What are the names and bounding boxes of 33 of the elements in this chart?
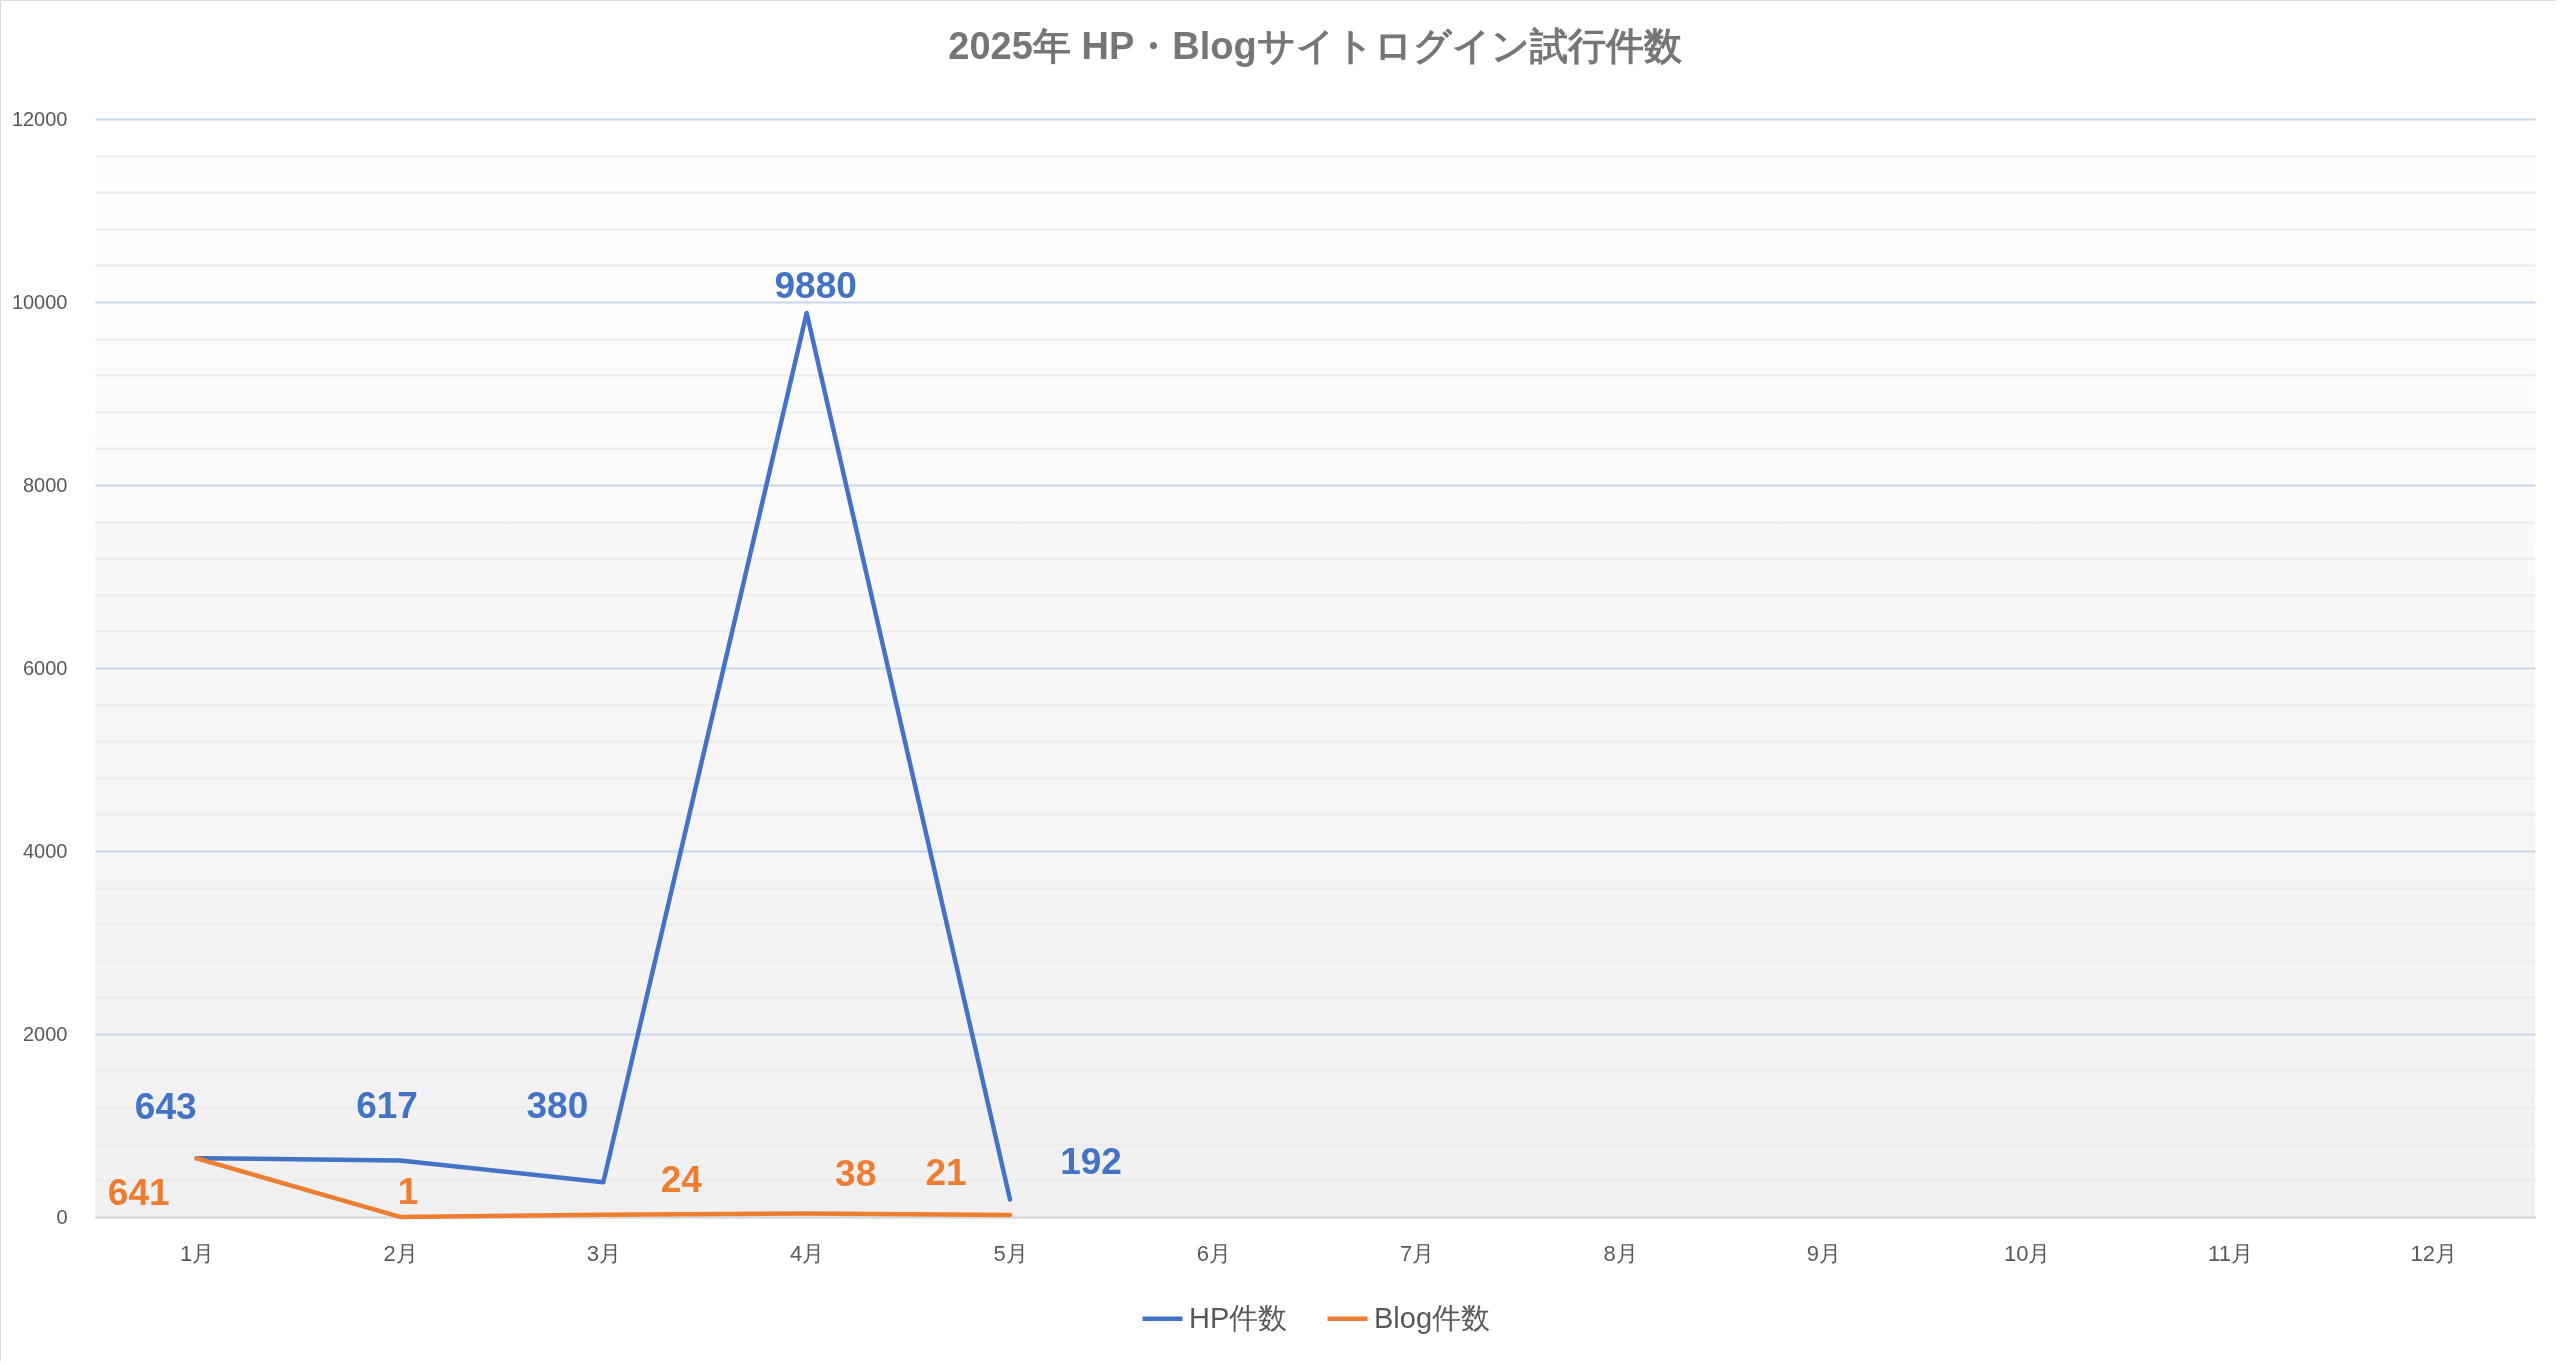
data-label: 9880 <box>774 264 857 306</box>
data-label: 24 <box>660 1158 703 1200</box>
y-tick-label: 0 <box>56 1205 68 1228</box>
y-tick-label: 8000 <box>23 473 68 496</box>
data-label: 21 <box>925 1152 967 1194</box>
y-tick-label: 10000 <box>11 290 68 313</box>
x-tick-label: 3月 <box>586 1240 621 1266</box>
y-tick-label: 2000 <box>23 1022 68 1045</box>
x-tick-label: 1月 <box>180 1240 215 1266</box>
data-label: 38 <box>835 1152 877 1194</box>
data-label: 192 <box>1060 1141 1122 1183</box>
x-tick-label: 9月 <box>1806 1240 1841 1266</box>
data-label: 617 <box>356 1084 418 1126</box>
y-tick-label: 6000 <box>23 656 68 679</box>
x-tick-label: 10月 <box>2003 1240 2051 1266</box>
x-tick-label: 5月 <box>993 1240 1028 1266</box>
x-tick-label: 4月 <box>790 1240 825 1266</box>
x-tick-label: 6月 <box>1196 1240 1231 1266</box>
x-tick-label: 12月 <box>2410 1240 2458 1266</box>
y-tick-label: 4000 <box>23 839 68 862</box>
data-label: 380 <box>526 1085 589 1127</box>
x-tick-label: 8月 <box>1603 1240 1638 1266</box>
legend-label: HP件数 <box>1189 1301 1288 1334</box>
data-label: 643 <box>134 1086 197 1128</box>
x-tick-label: 11月 <box>2208 1240 2253 1266</box>
y-tick-label: 12000 <box>11 107 68 130</box>
legend-label: Blog件数 <box>1374 1301 1491 1334</box>
chart-title: 2025年 HP・Blogサイトログイン試行件数 <box>948 25 1683 67</box>
data-label: 641 <box>107 1172 170 1214</box>
x-tick-label: 7月 <box>1400 1240 1435 1266</box>
x-tick-label: 2月 <box>383 1240 418 1266</box>
data-label: 1 <box>397 1170 419 1212</box>
line-series <box>194 1156 1013 1220</box>
